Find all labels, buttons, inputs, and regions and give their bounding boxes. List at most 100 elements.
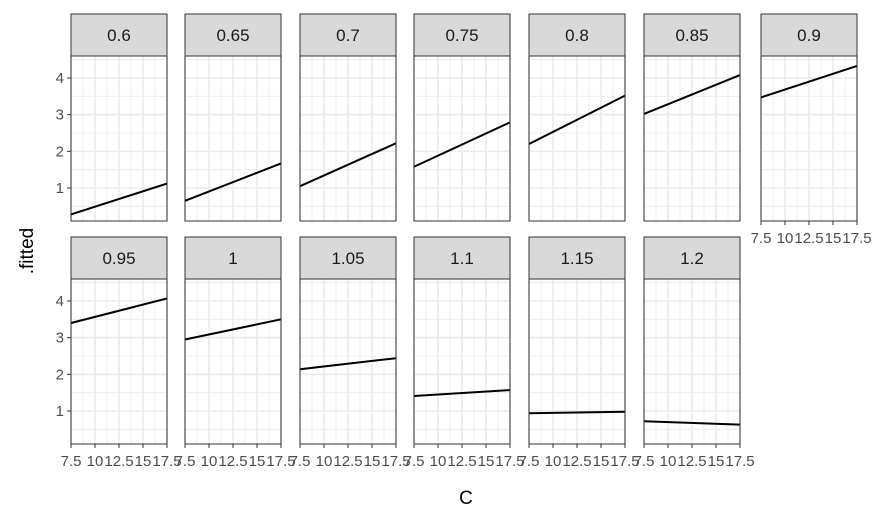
x-tick-label: 7.5 bbox=[751, 230, 772, 247]
x-tick-label: 12.5 bbox=[562, 453, 591, 470]
fitted-line bbox=[70, 182, 168, 216]
x-tick-label: 17.5 bbox=[495, 453, 524, 470]
facet-strip-label: 1.2 bbox=[680, 249, 704, 268]
fitted-line bbox=[528, 94, 626, 145]
facet-strip bbox=[643, 13, 741, 57]
x-tick-label: 7.5 bbox=[634, 453, 655, 470]
facet-strip-label: 1.05 bbox=[331, 249, 364, 268]
facet-strip-label: 0.85 bbox=[675, 26, 708, 45]
y-tick-label: 2 bbox=[56, 143, 64, 160]
facet-panel: 0.7 bbox=[299, 13, 397, 222]
x-tick-label: 12.5 bbox=[218, 453, 247, 470]
facet-panel: 1.05 7.5 10 12.5 15 17.5 bbox=[290, 236, 411, 470]
fitted-line bbox=[184, 318, 282, 341]
x-tick-label: 12.5 bbox=[333, 453, 362, 470]
x-tick-label: 17.5 bbox=[152, 453, 181, 470]
x-tick-label: 7.5 bbox=[290, 453, 311, 470]
x-tick-label: 7.5 bbox=[175, 453, 196, 470]
x-tick-label: 15 bbox=[135, 453, 152, 470]
fitted-line bbox=[70, 297, 168, 324]
y-axis-title: .fitted bbox=[17, 228, 38, 274]
fitted-line bbox=[184, 162, 282, 202]
x-tick-label: 10 bbox=[777, 230, 794, 247]
facet-strip-label: 1.15 bbox=[560, 249, 593, 268]
panel-border bbox=[528, 55, 626, 222]
x-tick-label: 7.5 bbox=[404, 453, 425, 470]
x-tick-label: 10 bbox=[545, 453, 562, 470]
fitted-line bbox=[413, 121, 511, 168]
y-tick-label: 4 bbox=[56, 293, 64, 310]
facet-panel: 1.2 7.5 10 12.5 15 17.5 bbox=[634, 236, 755, 470]
fitted-line bbox=[643, 74, 741, 115]
x-tick-label: 10 bbox=[316, 453, 333, 470]
facet-strip-label: 1 bbox=[228, 249, 237, 268]
x-tick-label: 17.5 bbox=[610, 453, 639, 470]
x-tick-label: 17.5 bbox=[725, 453, 754, 470]
facet-panel: 0.8 bbox=[528, 13, 626, 222]
x-tick-label: 7.5 bbox=[61, 453, 82, 470]
y-tick-label: 3 bbox=[56, 330, 64, 347]
facet-strip bbox=[70, 13, 168, 57]
y-tick-label: 2 bbox=[56, 366, 64, 383]
facet-strip bbox=[70, 236, 168, 280]
facet-panel: 0.95 1 2 3 4 7.5 10 12.5 15 17.5 bbox=[56, 236, 182, 470]
x-tick-label: 15 bbox=[593, 453, 610, 470]
facet-strip-label: 0.75 bbox=[445, 26, 478, 45]
x-tick-label: 15 bbox=[478, 453, 495, 470]
facet-strip-label: 1.1 bbox=[450, 249, 474, 268]
x-tick-label: 15 bbox=[249, 453, 266, 470]
x-tick-label: 17.5 bbox=[266, 453, 295, 470]
fitted-line bbox=[299, 357, 397, 371]
panel-border bbox=[413, 55, 511, 222]
x-tick-label: 15 bbox=[708, 453, 725, 470]
facet-panel: 0.9 7.5 10 12.5 15 17.5 bbox=[751, 13, 872, 247]
facet-panel: 1.15 7.5 10 12.5 15 17.5 bbox=[519, 236, 640, 470]
facet-strip-label: 0.7 bbox=[336, 26, 360, 45]
x-tick-label: 10 bbox=[87, 453, 104, 470]
facet-strip bbox=[413, 13, 511, 57]
panel-border bbox=[184, 55, 282, 222]
x-tick-label: 17.5 bbox=[842, 230, 871, 247]
facet-panel: 1.1 7.5 10 12.5 15 17.5 bbox=[404, 236, 525, 470]
x-tick-label: 12.5 bbox=[104, 453, 133, 470]
facet-panel: 17.5 10 12.5 15 17.5 bbox=[175, 236, 296, 470]
x-tick-label: 15 bbox=[825, 230, 842, 247]
fitted-line bbox=[413, 389, 511, 397]
facet-strip-label: 0.8 bbox=[565, 26, 589, 45]
facet-strip bbox=[528, 236, 626, 280]
facet-strip bbox=[413, 236, 511, 280]
x-tick-label: 15 bbox=[364, 453, 381, 470]
facet-strip bbox=[528, 13, 626, 57]
y-tick-label: 4 bbox=[56, 70, 64, 87]
x-tick-label: 17.5 bbox=[381, 453, 410, 470]
facet-strip bbox=[299, 13, 397, 57]
fitted-line bbox=[299, 142, 397, 188]
facet-panel: 0.6 1 2 3 4 bbox=[56, 13, 168, 222]
facet-strip bbox=[184, 13, 282, 57]
x-tick-label: 7.5 bbox=[519, 453, 540, 470]
facet-strip bbox=[299, 236, 397, 280]
y-tick-label: 1 bbox=[56, 180, 64, 197]
facet-panel: 0.75 bbox=[413, 13, 511, 222]
facet-strip-label: 0.95 bbox=[102, 249, 135, 268]
x-axis-title: C bbox=[459, 488, 473, 509]
y-tick-label: 1 bbox=[56, 403, 64, 420]
facet-strip-label: 0.9 bbox=[797, 26, 821, 45]
facet-panel: 0.65 bbox=[184, 13, 282, 222]
fitted-line bbox=[760, 64, 858, 99]
x-tick-label: 10 bbox=[201, 453, 218, 470]
x-tick-label: 10 bbox=[430, 453, 447, 470]
panel-border bbox=[70, 55, 168, 222]
fitted-line bbox=[643, 420, 741, 426]
y-tick-label: 3 bbox=[56, 107, 64, 124]
x-tick-label: 12.5 bbox=[447, 453, 476, 470]
x-tick-label: 12.5 bbox=[677, 453, 706, 470]
panel-border bbox=[299, 55, 397, 222]
x-tick-label: 12.5 bbox=[794, 230, 823, 247]
facet-strip-label: 0.6 bbox=[107, 26, 131, 45]
facet-panel: 0.85 bbox=[643, 13, 741, 222]
facet-strip bbox=[643, 236, 741, 280]
facet-strip-label: 0.65 bbox=[216, 26, 249, 45]
fitted-line bbox=[528, 410, 626, 415]
